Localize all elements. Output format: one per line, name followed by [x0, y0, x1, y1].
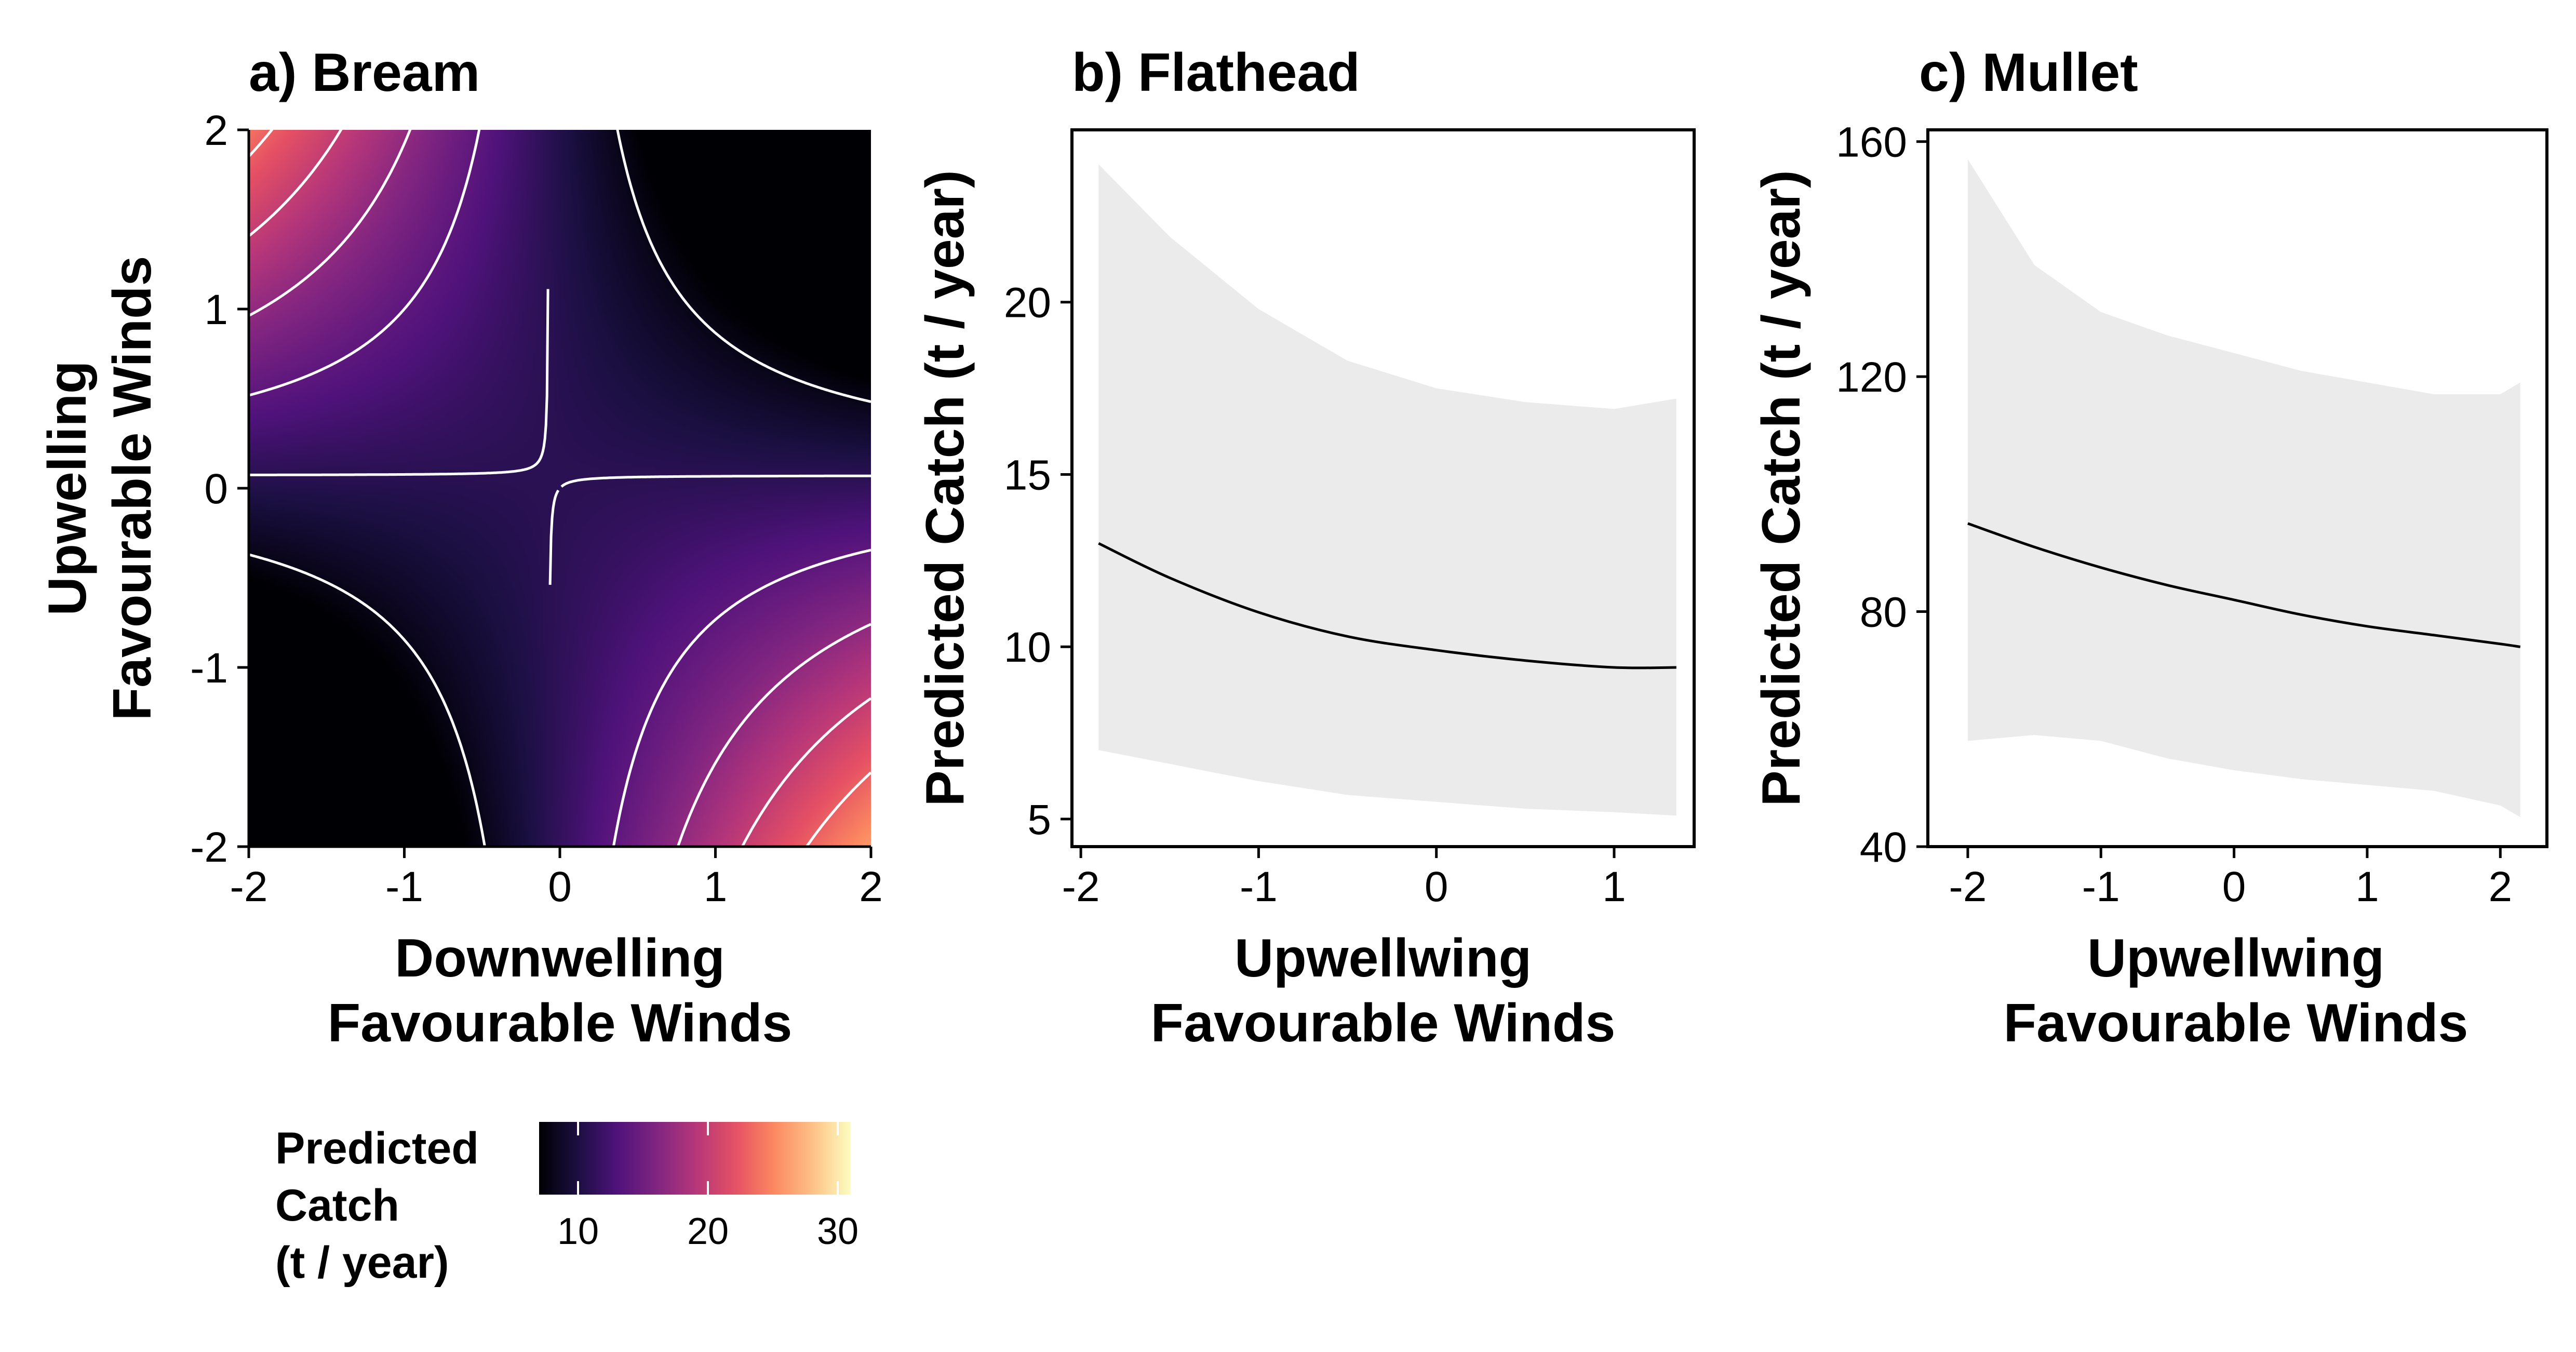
flathead-x-axis-title-line1: Upwellwing	[1235, 928, 1532, 988]
bream-x-tick-label: -1	[385, 863, 423, 911]
bream-y-tick-label: -2	[190, 824, 228, 871]
mullet-plot-area	[1967, 159, 2521, 818]
contour-line-29-right	[849, 921, 871, 953]
colorbar-tick-label: 10	[557, 1211, 599, 1252]
bream-x-tick-label: 0	[548, 863, 572, 911]
bream-axes: -2 -1 0 1 2 -2 -1 0 1 2	[190, 107, 883, 911]
flathead-y-tick-label: 15	[1004, 451, 1051, 499]
mullet-x-axis-title-line2: Favourable Winds	[2004, 993, 2468, 1053]
bream-x-tick-label: 2	[859, 863, 883, 911]
panel-mullet: c) Mullet -2 -1 0 1 2 40 80 120 160 Upwellwing F…	[1751, 43, 2548, 1053]
legend-title-line3: (t / year)	[275, 1238, 449, 1288]
flathead-y-axis-title: Predicted Catch (t / year)	[915, 170, 975, 806]
flathead-y-tick-label: 10	[1004, 624, 1051, 671]
contour-lines	[249, 130, 871, 953]
bream-y-axis-title-line2: Favourable Winds	[102, 256, 163, 721]
flathead-x-tick-label: -2	[1062, 863, 1100, 911]
panel-title-bream: a) Bream	[249, 43, 480, 103]
flathead-x-axis-title-line2: Favourable Winds	[1151, 993, 1616, 1053]
bream-y-tick-label: 0	[204, 465, 228, 513]
contour-line-14-left	[249, 130, 481, 397]
contour-line-17-right	[676, 623, 871, 847]
bream-x-tick-label: -2	[230, 863, 268, 911]
mullet-y-tick-label: 80	[1860, 589, 1907, 636]
mullet-x-tick-label: -2	[1949, 863, 1987, 911]
flathead-x-tick-label: 0	[1425, 863, 1448, 911]
flathead-x-tick-label: 1	[1602, 863, 1626, 911]
mullet-y-tick-label: 120	[1836, 354, 1907, 401]
bream-x-axis-title-line1: Downwelling	[395, 928, 725, 988]
contour-line-11-right	[560, 474, 871, 488]
mullet-y-tick-label: 40	[1860, 824, 1907, 871]
colorbar	[539, 1122, 851, 1195]
mullet-panel-border	[1926, 128, 2548, 848]
mullet-y-axis-title: Predicted Catch (t / year)	[1751, 170, 1812, 806]
contour-line-8-right	[616, 130, 871, 403]
mullet-x-tick-label: -1	[2082, 863, 2120, 911]
mullet-y-tick-label: 160	[1836, 119, 1907, 166]
contour-line-8-left	[249, 553, 486, 847]
mullet-prediction-line	[1967, 522, 2521, 648]
flathead-panel-border	[1070, 128, 1696, 848]
contour-line-11-left	[249, 289, 560, 585]
legend-title-line2: Catch	[275, 1181, 399, 1230]
mullet-x-axis-title-line1: Upwellwing	[2087, 928, 2384, 988]
bream-y-tick-label: -1	[190, 645, 228, 692]
bream-x-axis-title-line2: Favourable Winds	[328, 993, 793, 1053]
colorbar-tick-label: 20	[687, 1211, 729, 1252]
flathead-plot-area	[1098, 164, 1676, 816]
contour-line-23-left	[249, 130, 274, 157]
flathead-prediction-line	[1098, 542, 1676, 670]
panel-bream: a) Bream -2 -1 0 1 2 -2 -1 0 1 2 Downwelling Favo…	[37, 43, 883, 1288]
panel-title-mullet: c) Mullet	[1919, 43, 2138, 103]
contour-line-14-right	[612, 548, 871, 847]
mullet-plot: -2 -1 0 1 2 40 80 120 160	[1836, 119, 2548, 911]
flathead-x-tick-label: -1	[1240, 863, 1278, 911]
flathead-y-tick-label: 20	[1004, 279, 1051, 327]
bream-x-tick-label: 1	[704, 863, 728, 911]
flathead-y-tick-label: 5	[1027, 796, 1051, 844]
heatmap-surface	[249, 130, 871, 847]
mullet-x-tick-label: 2	[2488, 863, 2512, 911]
mullet-x-tick-label: 1	[2355, 863, 2379, 911]
legend-title-line1: Predicted	[275, 1123, 479, 1173]
colorbar-tick-label: 30	[817, 1211, 858, 1252]
bream-y-tick-label: 2	[204, 107, 228, 154]
contour-line-20-right	[741, 697, 871, 847]
contour-line-20-left	[249, 130, 343, 237]
bream-y-tick-label: 1	[204, 286, 228, 333]
colorbar-ticks: 10 20 30	[557, 1122, 858, 1252]
mullet-x-tick-label: 0	[2222, 863, 2246, 911]
mullet-confidence-band	[1967, 159, 2520, 818]
flathead-confidence-band	[1098, 164, 1676, 816]
colorbar-legend: Predicted Catch (t / year) 10 20 30	[275, 1122, 858, 1288]
panel-title-flathead: b) Flathead	[1072, 43, 1360, 103]
contour-line-17-left	[249, 130, 412, 317]
contour-line-23-right	[805, 771, 871, 847]
bream-y-axis-title-line1: Upwelling	[37, 360, 98, 615]
